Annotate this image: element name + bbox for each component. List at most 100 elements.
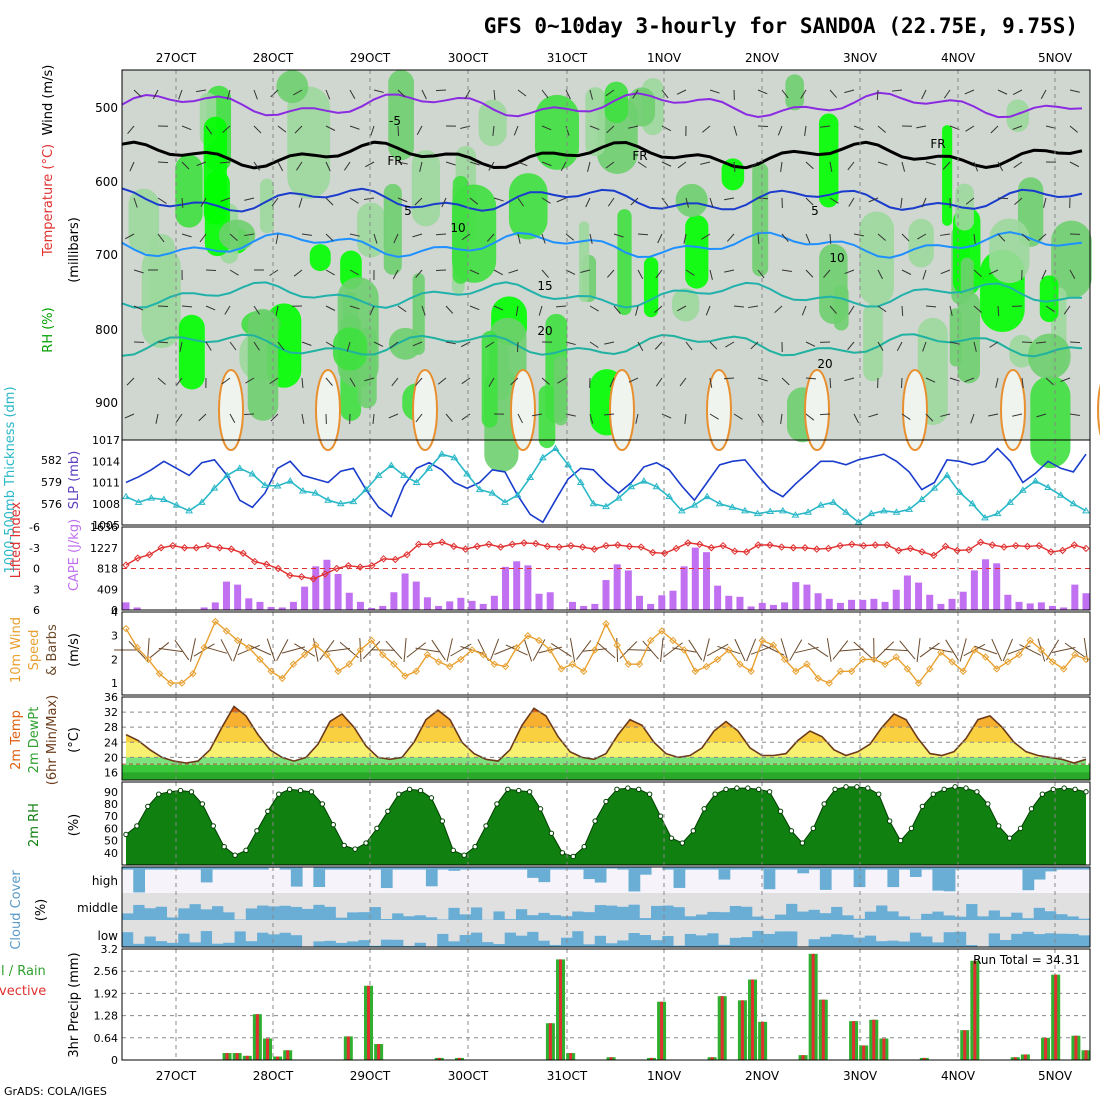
wind-barb-10m xyxy=(689,640,702,660)
rh-point xyxy=(920,804,924,808)
wind-barb-10m xyxy=(747,639,756,661)
lifted-tick: 0 xyxy=(33,563,40,576)
cloud-cell xyxy=(989,920,1001,933)
precip-conv-bar xyxy=(852,1021,855,1060)
contour-label: FR xyxy=(930,137,945,151)
contour-label: 10 xyxy=(450,221,465,235)
cloud-cell xyxy=(313,867,325,887)
cloud-cell xyxy=(955,893,967,917)
rh-point xyxy=(855,785,859,789)
wind-barb-10m xyxy=(840,649,864,651)
cloud-cell xyxy=(381,919,393,920)
cloud-cell xyxy=(505,933,517,947)
rh-point xyxy=(964,786,968,790)
cape-bar xyxy=(703,552,710,610)
rh-point xyxy=(266,809,270,813)
rh-point xyxy=(1018,826,1022,830)
cloud-cell xyxy=(696,920,708,935)
thickness-tick: 582 xyxy=(41,454,62,467)
cloud-cell xyxy=(223,912,235,920)
cloud-cell xyxy=(302,893,314,909)
rh-point xyxy=(800,841,804,845)
wind-barb-10m xyxy=(432,640,445,660)
rh-blob xyxy=(479,100,507,146)
rh-blob xyxy=(287,87,330,199)
cloud-cell xyxy=(201,920,213,931)
cloud-cell xyxy=(977,920,989,946)
cloud-cell xyxy=(403,893,415,916)
cloud-cell xyxy=(685,916,697,920)
contour-label: 10 xyxy=(829,251,844,265)
cloud-cell xyxy=(122,913,134,920)
rh-point xyxy=(593,819,597,823)
cloud-cell xyxy=(640,920,652,935)
date-label-top: 2NOV xyxy=(745,51,780,65)
cloud-cell xyxy=(313,893,325,905)
date-label-bottom: 28OCT xyxy=(253,1069,294,1083)
cloud-cell xyxy=(280,920,292,933)
wind-barb-10m xyxy=(267,639,275,662)
cloud-cell xyxy=(1011,913,1023,920)
cloud-cell xyxy=(921,914,933,920)
thickness-line-point xyxy=(123,494,129,499)
rh-point xyxy=(135,824,139,828)
cape-bar xyxy=(971,570,978,610)
cloud-cell xyxy=(471,893,483,907)
cloud-cell xyxy=(595,936,607,947)
wind-barb xyxy=(901,378,902,388)
cloud-cell xyxy=(955,920,967,932)
rh-point xyxy=(680,841,684,845)
cloud-cell xyxy=(246,908,258,920)
slp-axis-label: SLP (mb) xyxy=(67,451,82,510)
rh-point xyxy=(440,819,444,823)
rh-point xyxy=(407,787,411,791)
cloud-cell xyxy=(370,907,382,920)
cloud-cell xyxy=(910,933,922,947)
cloud-cell xyxy=(471,933,483,947)
rh-blob xyxy=(310,244,331,271)
cloud-cell xyxy=(212,906,224,920)
cloud-cell xyxy=(190,942,202,947)
cloud-cell xyxy=(190,893,202,904)
lifted-index-axis-label: Lifted Index xyxy=(9,501,24,578)
cloud-cell xyxy=(235,931,247,947)
cloud-cell xyxy=(977,893,989,916)
cloud-cell xyxy=(719,867,731,880)
rh-blob xyxy=(908,219,933,268)
cloud-cell xyxy=(1000,940,1012,947)
cape-bar xyxy=(502,567,509,610)
cloud-cell xyxy=(685,920,697,934)
cloud-cell xyxy=(392,893,404,913)
cape-bar xyxy=(223,582,230,610)
cloud-cell xyxy=(775,915,787,920)
cloud-cell xyxy=(966,920,978,945)
cloud-cell xyxy=(1022,918,1034,920)
rh-blob xyxy=(413,273,425,355)
wind10-tick: 2 xyxy=(111,653,118,666)
cloud-cell xyxy=(786,920,798,931)
rh-point xyxy=(767,790,771,794)
precip-conv-bar xyxy=(802,1055,805,1060)
cape-bar xyxy=(580,606,587,610)
rh-point xyxy=(669,836,673,840)
cloud-cell xyxy=(448,893,460,908)
rh-point xyxy=(386,809,390,813)
cape-bar xyxy=(636,596,643,610)
cloud-cell xyxy=(696,893,708,915)
wind-barb-10m xyxy=(576,640,590,659)
rh-blob xyxy=(535,95,579,170)
wind-barb xyxy=(436,270,446,271)
warm-plume xyxy=(413,370,437,450)
rh-point xyxy=(604,799,608,803)
lifted-tick: -6 xyxy=(29,521,40,534)
wind-barb-10m xyxy=(326,649,350,652)
precip-conv-bar xyxy=(761,1022,764,1060)
cape-bar xyxy=(256,602,263,610)
warm-plume xyxy=(511,370,535,450)
cloud-cell xyxy=(696,935,708,947)
cape-bar xyxy=(346,593,353,610)
cloud-cell xyxy=(291,907,303,920)
rh-point xyxy=(309,790,313,794)
cloud-cell xyxy=(122,932,134,947)
cape-bar xyxy=(658,595,665,610)
